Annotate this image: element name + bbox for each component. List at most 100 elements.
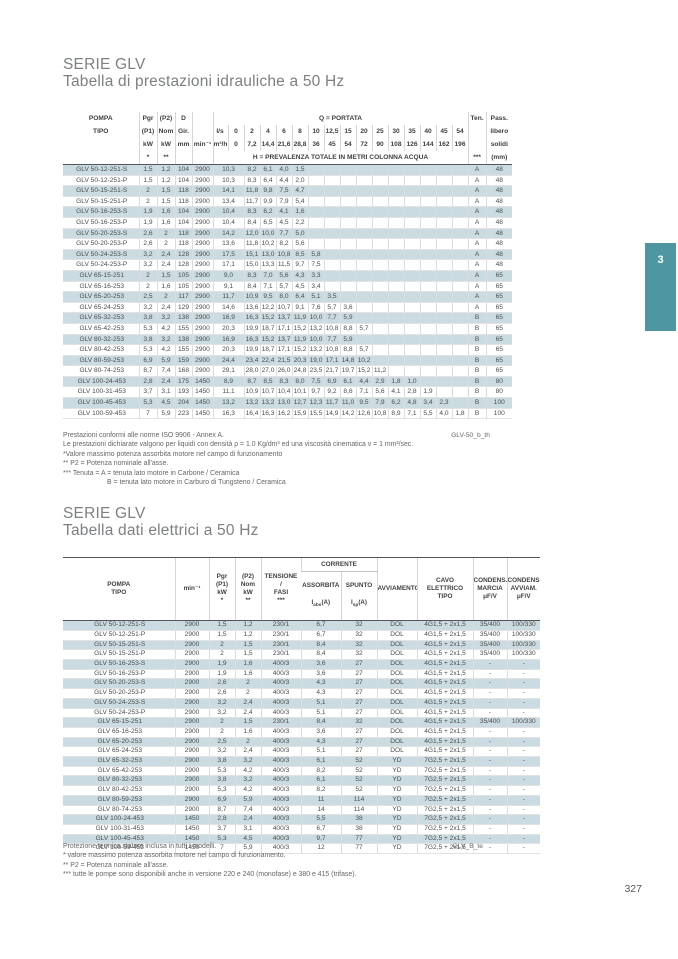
cell-head-6: 17,1	[323, 355, 340, 367]
cell-rpm: 2900	[174, 708, 209, 719]
flow-value-header: 10	[307, 125, 324, 138]
cell-head-4: 9,7	[291, 259, 308, 271]
cell-v: 400/3	[260, 805, 301, 816]
cell-head-7	[339, 217, 356, 229]
cell-model: GLV 50-15-251-S	[63, 640, 175, 651]
flow-value-header: 40	[419, 125, 436, 138]
cell-ia: 3,6	[300, 727, 341, 738]
cell-model: GLV 65-42-253	[63, 766, 175, 777]
cell-model: GLV 50-15-251-S	[63, 185, 139, 197]
cell-v: 400/3	[260, 708, 301, 719]
cell-head-9: 11,2	[371, 365, 388, 377]
col-header-passaggio-mm: (mm)	[485, 151, 513, 165]
cell-ca: -	[506, 805, 540, 816]
cell-head-2: 10,2	[259, 238, 276, 250]
cell-head-10: 4,1	[387, 386, 404, 399]
hydraulic-header-cell	[191, 125, 213, 138]
cell-rpm: 2900	[191, 238, 213, 250]
cell-passaggio: 48	[485, 259, 513, 271]
section-title: SERIE GLV	[63, 505, 146, 522]
cell-p1: 1,5	[138, 175, 157, 187]
cell-ca: -	[506, 659, 540, 670]
cell-head-5: 10,0	[307, 334, 324, 346]
cell-tenuta: A	[467, 185, 487, 197]
cell-passaggio: 48	[485, 228, 513, 240]
cell-ia: 8,4	[300, 640, 341, 651]
cell-p2: 1,5	[234, 717, 261, 728]
electrical-table-row: GLV 80-42-253 2900 5,3 4,2 400/3 8,2 52 YD 7G2,5…	[63, 785, 540, 796]
cell-p1: 2,6	[208, 688, 235, 699]
cell-passaggio: 65	[485, 365, 513, 377]
cell-head-7	[339, 206, 356, 218]
cell-v: 230/1	[260, 630, 301, 641]
cell-head-4: 1,6	[291, 206, 308, 218]
cell-p1: 5,3	[138, 344, 157, 356]
cell-head-0: 9,0	[212, 270, 244, 282]
flow-value-header: 20	[355, 125, 372, 138]
cell-cm: -	[472, 814, 507, 825]
flow-value-header: 45	[323, 138, 340, 151]
cell-head-5	[307, 206, 324, 218]
col-header-tensione-fasi: TENSIONE / FASI ***	[260, 556, 301, 622]
cell-cm: -	[472, 659, 507, 670]
col-header-p2: (P2)	[156, 112, 175, 125]
cell-head-12	[419, 291, 436, 303]
cell-rpm: 2900	[174, 688, 209, 699]
cell-p2: 7,4	[234, 805, 261, 816]
cell-rpm: 1450	[191, 386, 213, 399]
cell-head-13	[435, 281, 452, 293]
cell-head-1: 19,9	[243, 323, 260, 335]
cell-head-10	[387, 355, 404, 367]
cell-head-1: 16,3	[243, 312, 260, 324]
assorbita-symbol: Iabs(A)	[311, 599, 331, 609]
cell-p2: 1,2	[156, 175, 175, 187]
cell-d: 155	[174, 323, 192, 335]
electrical-table-row: GLV 100-45-453 1450 5,3 4,5 400/3 9,7 77 YD 7G2,…	[63, 834, 540, 845]
cell-p2: 3,2	[156, 312, 175, 324]
cell-head-11	[403, 334, 420, 346]
cell-head-8	[355, 270, 372, 282]
cell-head-7	[339, 185, 356, 197]
cell-cavo: 4G1,5 + 2x1,5	[416, 640, 473, 651]
cell-tenuta: A	[467, 196, 487, 208]
cell-head-11	[403, 291, 420, 303]
cell-head-9	[371, 228, 388, 240]
cell-tenuta: B	[467, 355, 487, 367]
cell-head-12	[419, 355, 436, 367]
cell-is: 32	[340, 649, 377, 661]
hydraulic-table-row: GLV 100-59-453 7 5,9 223 1450 16,3 16,4 16,3 16,…	[63, 408, 513, 420]
cell-head-7	[339, 228, 356, 240]
hydraulic-table-row: GLV 50-24-253-S 3,2 2,4 128 2900 17,5 15,1 13,0…	[63, 249, 513, 261]
cell-head-5: 7,5	[307, 259, 324, 271]
cell-head-11	[403, 281, 420, 293]
cell-ia: 5,1	[300, 746, 341, 758]
flow-value-header: 35	[403, 125, 420, 138]
spunto-label: SPUNTO	[345, 582, 373, 589]
cell-p1: 5,3	[208, 766, 235, 777]
cell-head-0: 9,1	[212, 281, 244, 293]
cell-head-3: 11,5	[275, 259, 292, 271]
cell-head-12	[419, 238, 436, 250]
cell-head-4: 4,3	[291, 270, 308, 282]
flow-value-header: 108	[387, 138, 404, 151]
electrical-section-title-block: SERIE GLV Tabella dati elettrici a 50 Hz	[63, 505, 259, 539]
cell-head-14	[451, 386, 469, 399]
cell-head-4: 5,4	[291, 196, 308, 208]
cell-d: 168	[174, 365, 192, 377]
cell-is: 27	[340, 688, 377, 699]
cell-head-10: 6,2	[387, 397, 404, 409]
cell-head-3: 4,5	[275, 217, 292, 229]
cell-head-12	[419, 344, 436, 356]
footnote-line: Prestazioni conformi alle norme ISO 9906…	[63, 432, 224, 439]
cell-rpm: 2900	[191, 228, 213, 240]
cell-head-9	[371, 238, 388, 250]
cell-head-8	[355, 196, 372, 208]
cell-head-10	[387, 228, 404, 240]
cell-head-6: 7,7	[323, 334, 340, 346]
cell-head-11	[403, 217, 420, 229]
cell-tenuta: B	[467, 365, 487, 377]
cell-head-7: 8,8	[339, 344, 356, 356]
cell-is: 114	[340, 795, 377, 806]
cell-p2: 1,5	[156, 196, 175, 208]
flow-value-header: 90	[371, 138, 388, 151]
